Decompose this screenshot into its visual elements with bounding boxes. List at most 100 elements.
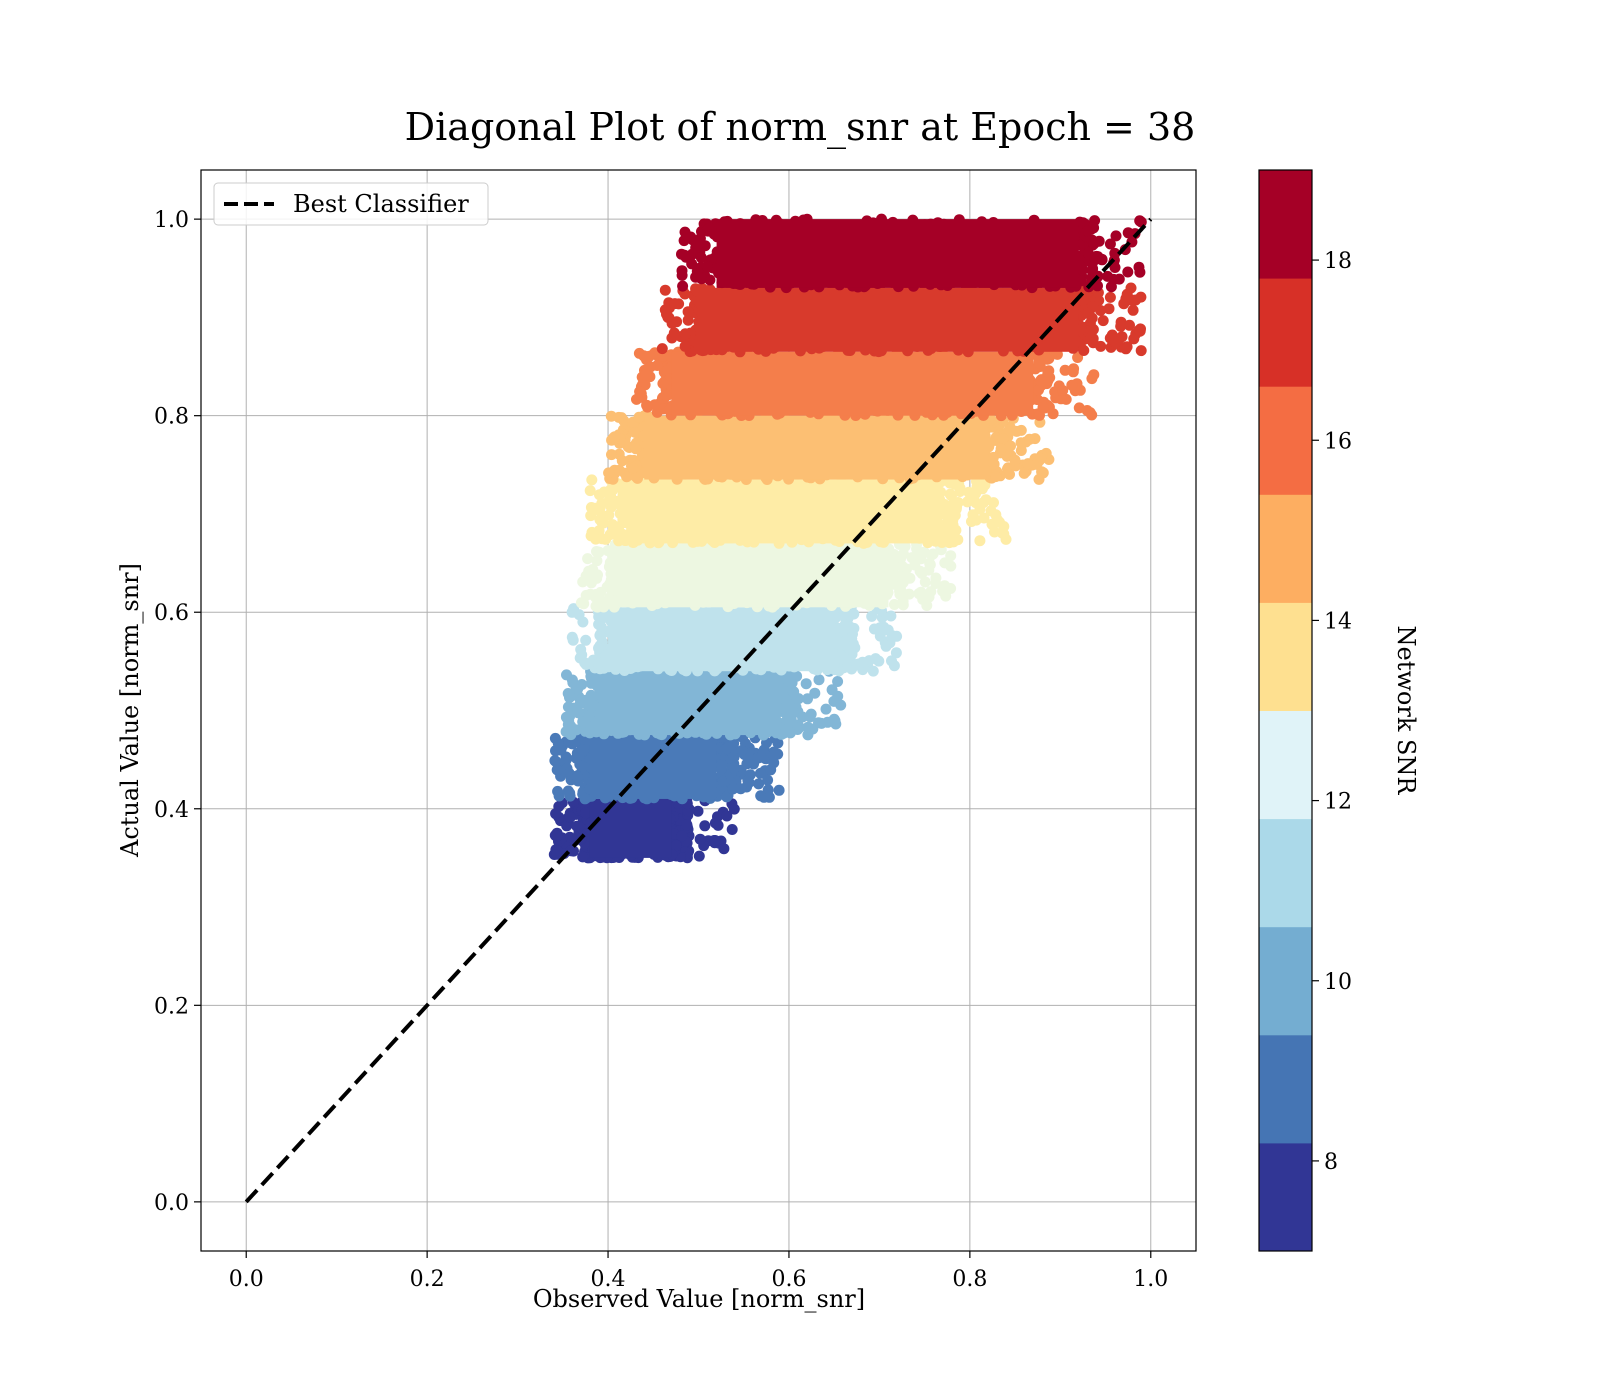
scatter-point — [916, 568, 928, 579]
scatter-point — [1082, 307, 1094, 319]
scatter-point — [763, 791, 775, 803]
scatter-point — [915, 586, 927, 598]
scatter-point — [551, 830, 563, 842]
scatter-point — [585, 530, 597, 542]
scatter-point — [867, 665, 879, 677]
scatter-point — [988, 458, 1000, 470]
scatter-points — [548, 213, 1147, 864]
scatter-point — [721, 810, 733, 822]
scatter-point — [612, 528, 624, 540]
plot-area: 0.0 0.2 0.4 0.6 0.8 1.0 0.00.20.40.60.81.0 Be… — [154, 169, 1197, 1292]
scatter-point — [694, 833, 706, 845]
scatter-point — [728, 803, 740, 815]
scatter-point — [870, 653, 882, 665]
scatter-point — [608, 584, 620, 596]
scatter-point — [1004, 468, 1015, 480]
scatter-point — [576, 760, 588, 772]
scatter-point — [660, 389, 672, 401]
scatter-point — [570, 752, 582, 764]
scatter-point — [926, 549, 937, 561]
scatter-point — [692, 805, 704, 817]
scatter-point — [889, 578, 901, 590]
scatter-point — [797, 711, 808, 723]
scatter-point — [616, 455, 628, 467]
scatter-point — [659, 284, 671, 296]
scatter-point — [564, 710, 576, 722]
scatter-point — [886, 655, 897, 667]
scatter-point — [977, 497, 989, 509]
scatter-point — [584, 727, 596, 739]
scatter-point — [679, 328, 691, 340]
scatter-point — [549, 755, 561, 767]
scatter-point — [762, 774, 774, 786]
scatter-point — [562, 688, 574, 699]
scatter-point — [890, 647, 902, 659]
scatter-band-body — [589, 798, 672, 858]
scatter-point — [1134, 325, 1146, 337]
scatter-point — [1081, 405, 1093, 416]
scatter-point — [970, 514, 982, 526]
scatter-point — [679, 340, 691, 352]
scatter-point — [594, 505, 605, 517]
scatter-point — [1035, 452, 1047, 464]
scatter-point — [768, 750, 779, 762]
scatter-point — [1088, 369, 1100, 381]
scatter-point — [944, 520, 956, 532]
scatter-point — [995, 443, 1007, 455]
scatter-point — [576, 649, 588, 661]
scatter-point — [1133, 261, 1145, 273]
scatter-point — [726, 824, 738, 835]
scatter-point — [662, 311, 674, 323]
scatter-point — [990, 471, 1002, 483]
scatter-point — [590, 589, 602, 600]
scatter-point — [1104, 291, 1116, 303]
scatter-point — [609, 431, 621, 443]
scatter-point — [836, 637, 848, 649]
scatter-point — [579, 793, 591, 805]
scatter-point — [728, 762, 740, 774]
scatter-point — [772, 737, 784, 749]
scatter-band-body — [644, 415, 988, 480]
scatter-point — [613, 411, 625, 423]
scatter-point — [602, 545, 614, 557]
scatter-point — [550, 808, 562, 820]
scatter-point — [773, 784, 785, 796]
scatter-point — [990, 509, 1002, 521]
scatter-point — [802, 693, 813, 705]
scatter-point — [1033, 384, 1044, 396]
scatter-point — [591, 546, 602, 557]
scatter-point — [826, 684, 838, 696]
scatter-point — [566, 674, 578, 686]
scatter-point — [606, 449, 617, 461]
scatter-point — [1135, 291, 1147, 303]
scatter-band-body — [599, 671, 780, 736]
scatter-point — [593, 642, 605, 654]
scatter-point — [656, 343, 668, 355]
scatter-point — [572, 683, 584, 695]
scatter-point — [716, 759, 728, 771]
scatter-point — [677, 280, 689, 292]
scatter-point — [894, 588, 906, 600]
scatter-point — [676, 830, 688, 842]
scatter-point — [595, 621, 607, 633]
scatter-point — [596, 516, 608, 528]
scatter-point — [630, 443, 642, 455]
scatter-point — [591, 572, 603, 584]
scatter-point — [566, 606, 578, 618]
scatter-point — [1125, 282, 1137, 294]
scatter-point — [880, 640, 892, 652]
scatter-point — [693, 850, 705, 862]
scatter-point — [604, 557, 616, 569]
scatter-point — [552, 785, 564, 797]
scatter-point — [930, 578, 942, 589]
scatter-point — [805, 708, 817, 720]
scatter-point — [998, 521, 1010, 532]
scatter-point — [564, 811, 576, 823]
scatter-point — [897, 561, 908, 572]
scatter-point — [669, 298, 681, 310]
chart-title: Diagonal Plot of norm_snr at Epoch = 38 — [405, 105, 1196, 150]
scatter-point — [1097, 315, 1109, 327]
scatter-point — [582, 553, 594, 565]
scatter-point — [566, 631, 578, 643]
